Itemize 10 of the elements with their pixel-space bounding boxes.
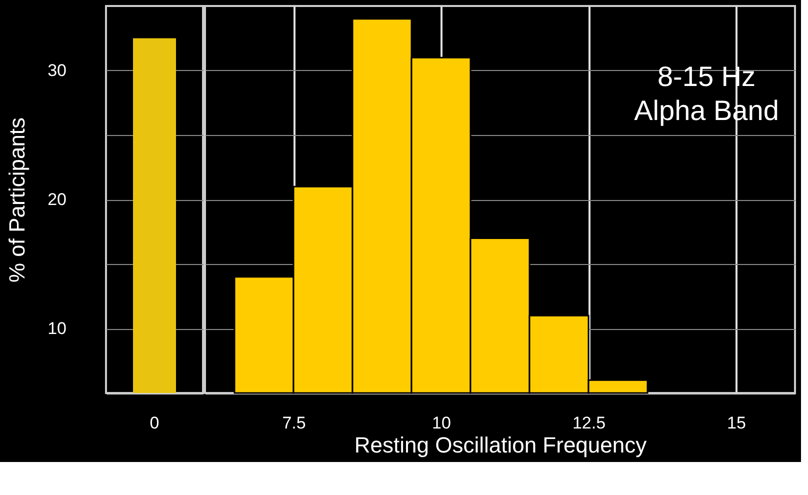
x-tick-label: 10 xyxy=(432,414,451,432)
x-tick-label: 15 xyxy=(727,414,746,432)
y-tick-label: 30 xyxy=(48,61,66,80)
x-tick-label: 12.5 xyxy=(572,414,606,432)
y-axis-title: % of Participants xyxy=(4,117,30,283)
y-tick-label: 20 xyxy=(48,190,66,209)
x-tick-label: 0 xyxy=(150,414,160,432)
y-tick-label: 10 xyxy=(48,319,66,338)
x-axis-title: Resting Oscillation Frequency xyxy=(354,432,647,458)
x-tick-label: 7.5 xyxy=(282,414,306,432)
